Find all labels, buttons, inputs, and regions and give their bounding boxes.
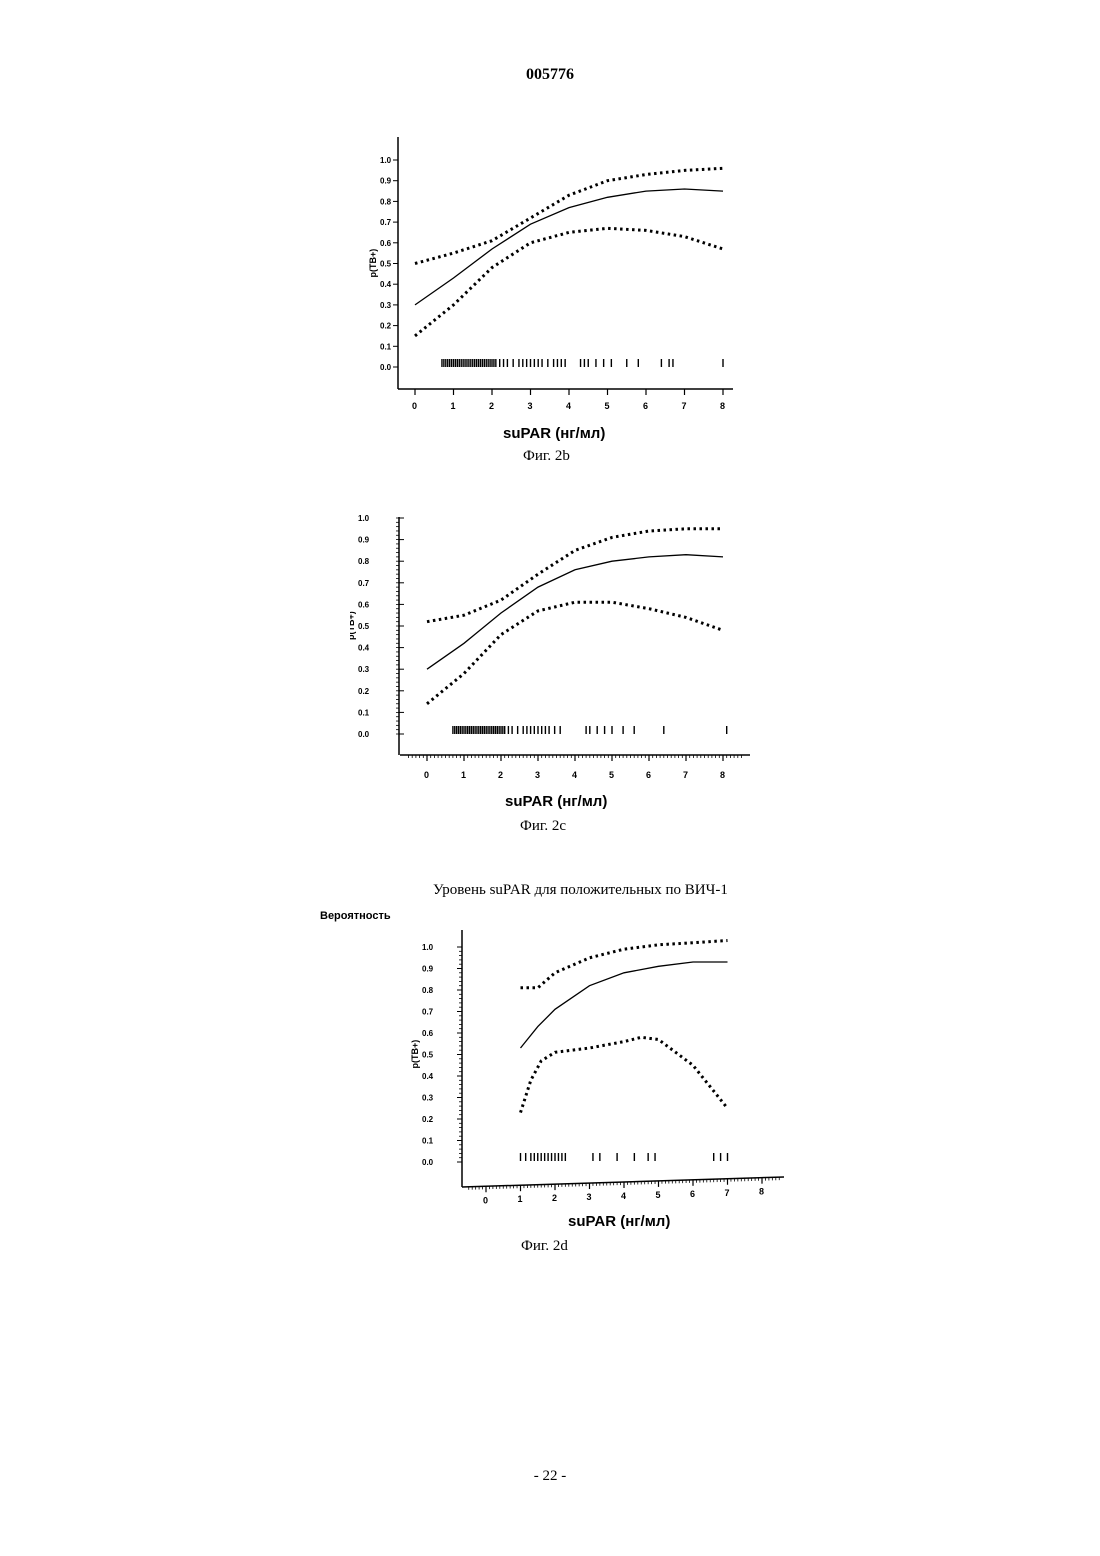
fig2c-confidence-line xyxy=(427,602,723,704)
section-heading: Уровень suPAR для положительных по ВИЧ-1 xyxy=(433,882,728,899)
fig2c-x-tick-label: 8 xyxy=(720,770,725,780)
fig2c-x-tick-label: 2 xyxy=(498,770,503,780)
fig2b-x-axis-title: suPAR (нг/мл) xyxy=(503,425,605,442)
fig2d-x-tick-label: 7 xyxy=(725,1188,730,1198)
fig2b-x-tick-label: 2 xyxy=(489,401,494,411)
fig2c-x-tick-label: 6 xyxy=(646,770,651,780)
fig2d-x-tick-label: 6 xyxy=(690,1189,695,1199)
fig2b-x-tick-label: 7 xyxy=(682,401,687,411)
fig2d-x-tick-label: 8 xyxy=(759,1187,764,1197)
fig2c-x-tick-label: 7 xyxy=(683,770,688,780)
fig2d-x-tick-label: 1 xyxy=(518,1194,523,1204)
chart-2b-svg: 0.0 0.1 0.2 0.3 0.4 0.5 0.6 0.7 0.8 0.9 1.0 0 1 2 3 4 5 6… xyxy=(350,135,750,425)
fig2b-x-tick-label: 4 xyxy=(566,401,571,411)
figure-2b: 0.0 0.1 0.2 0.3 0.4 0.5 0.6 0.7 0.8 0.9 1.0 0 1 2 3 4 5 6… xyxy=(350,135,750,425)
fig2d-x-tick-label: 2 xyxy=(552,1193,557,1203)
fig2b-confidence-line xyxy=(415,168,723,263)
probability-label: Вероятность xyxy=(320,910,391,922)
fig2c-y-tick-label: 0.7 xyxy=(358,579,370,588)
fig2b-y-tick-label: 0.2 xyxy=(380,322,392,331)
chart-2c-svg: 0.0 0.1 0.2 0.3 0.4 0.5 0.6 0.7 0.8 0.9 1.0 0 1 2 3 4 5 6… xyxy=(350,505,770,795)
fig2b-y-tick-label: 0.4 xyxy=(380,280,392,289)
fig2c-confidence-line xyxy=(427,529,723,622)
fig2c-x-tick-label: 1 xyxy=(461,770,466,780)
fig2d-y-tick-label: 0.3 xyxy=(422,1094,434,1103)
fig2c-y-tick-label: 0.2 xyxy=(358,687,370,696)
fig2b-y-axis-title: p(TB+) xyxy=(368,249,378,278)
fig2d-x-tick-label: 5 xyxy=(656,1190,661,1200)
fig2b-y-tick-label: 0.5 xyxy=(380,260,392,269)
fig2c-x-tick-label: 0 xyxy=(424,770,429,780)
fig2c-y-tick-label: 0.1 xyxy=(358,708,370,717)
fig2d-x-axis-title: suPAR (нг/мл) xyxy=(568,1213,670,1230)
fig2b-confidence-line xyxy=(415,228,723,336)
fig2c-x-axis-title: suPAR (нг/мл) xyxy=(505,793,607,810)
fig2d-x-axis xyxy=(462,1177,784,1187)
fig2d-y-tick-label: 1.0 xyxy=(422,943,434,952)
fig2d-y-axis-title: p(TB+) xyxy=(410,1040,420,1069)
fig2b-estimate-line xyxy=(415,189,723,305)
fig2d-caption: Фиг. 2d xyxy=(521,1238,568,1255)
fig2c-y-tick-label: 0.8 xyxy=(358,557,370,566)
fig2b-x-tick-label: 1 xyxy=(451,401,456,411)
fig2b-y-tick-label: 0.3 xyxy=(380,301,392,310)
fig2d-y-tick-label: 0.0 xyxy=(422,1158,434,1167)
fig2c-y-tick-label: 0.5 xyxy=(358,622,370,631)
figure-2d: 0.0 0.1 0.2 0.3 0.4 0.5 0.6 0.7 0.8 0.9 1.0 0 1 2 3 4 5 6… xyxy=(400,925,790,1215)
fig2d-y-tick-label: 0.5 xyxy=(422,1051,434,1060)
fig2d-x-tick-label: 4 xyxy=(621,1191,626,1201)
fig2d-y-tick-label: 0.9 xyxy=(422,965,434,974)
fig2c-y-tick-label: 0.0 xyxy=(358,730,370,739)
fig2d-y-tick-label: 0.4 xyxy=(422,1072,434,1081)
fig2d-y-tick-label: 0.8 xyxy=(422,986,434,995)
page-number: - 22 - xyxy=(0,1468,1100,1485)
fig2c-caption: Фиг. 2c xyxy=(520,818,566,835)
fig2c-y-tick-label: 0.6 xyxy=(358,600,370,609)
fig2d-y-tick-label: 0.6 xyxy=(422,1029,434,1038)
fig2d-x-tick-label: 3 xyxy=(587,1192,592,1202)
fig2b-x-tick-label: 6 xyxy=(643,401,648,411)
fig2c-y-tick-label: 0.9 xyxy=(358,536,370,545)
fig2d-x-tick-label: 0 xyxy=(483,1195,488,1205)
fig2c-x-tick-label: 4 xyxy=(572,770,577,780)
fig2c-y-tick-label: 1.0 xyxy=(358,514,370,523)
fig2c-y-tick-label: 0.3 xyxy=(358,665,370,674)
fig2c-estimate-line xyxy=(427,555,723,670)
fig2d-y-tick-label: 0.7 xyxy=(422,1008,434,1017)
fig2c-y-axis-title: p(TB+) xyxy=(350,611,356,640)
fig2b-y-tick-label: 0.0 xyxy=(380,363,392,372)
figure-2c: 0.0 0.1 0.2 0.3 0.4 0.5 0.6 0.7 0.8 0.9 1.0 0 1 2 3 4 5 6… xyxy=(350,505,770,795)
fig2b-y-tick-label: 0.6 xyxy=(380,239,392,248)
fig2b-x-tick-label: 5 xyxy=(605,401,610,411)
fig2c-y-tick-label: 0.4 xyxy=(358,644,370,653)
fig2c-x-tick-label: 5 xyxy=(609,770,614,780)
fig2b-y-tick-label: 0.7 xyxy=(380,218,392,227)
fig2b-y-tick-label: 0.1 xyxy=(380,342,392,351)
document-number: 005776 xyxy=(0,66,1100,84)
fig2b-x-tick-label: 3 xyxy=(528,401,533,411)
fig2b-y-tick-label: 0.9 xyxy=(380,177,392,186)
fig2b-caption: Фиг. 2b xyxy=(523,448,570,465)
fig2b-x-tick-label: 0 xyxy=(412,401,417,411)
fig2b-x-tick-label: 8 xyxy=(720,401,725,411)
fig2d-y-tick-label: 0.1 xyxy=(422,1137,434,1146)
fig2d-confidence-line xyxy=(521,1037,728,1112)
chart-2d-svg: 0.0 0.1 0.2 0.3 0.4 0.5 0.6 0.7 0.8 0.9 1.0 0 1 2 3 4 5 6… xyxy=(400,925,790,1215)
fig2b-y-tick-label: 1.0 xyxy=(380,156,392,165)
fig2b-y-tick-label: 0.8 xyxy=(380,197,392,206)
fig2c-x-tick-label: 3 xyxy=(535,770,540,780)
fig2d-y-tick-label: 0.2 xyxy=(422,1115,434,1124)
fig2d-confidence-line xyxy=(521,941,728,988)
